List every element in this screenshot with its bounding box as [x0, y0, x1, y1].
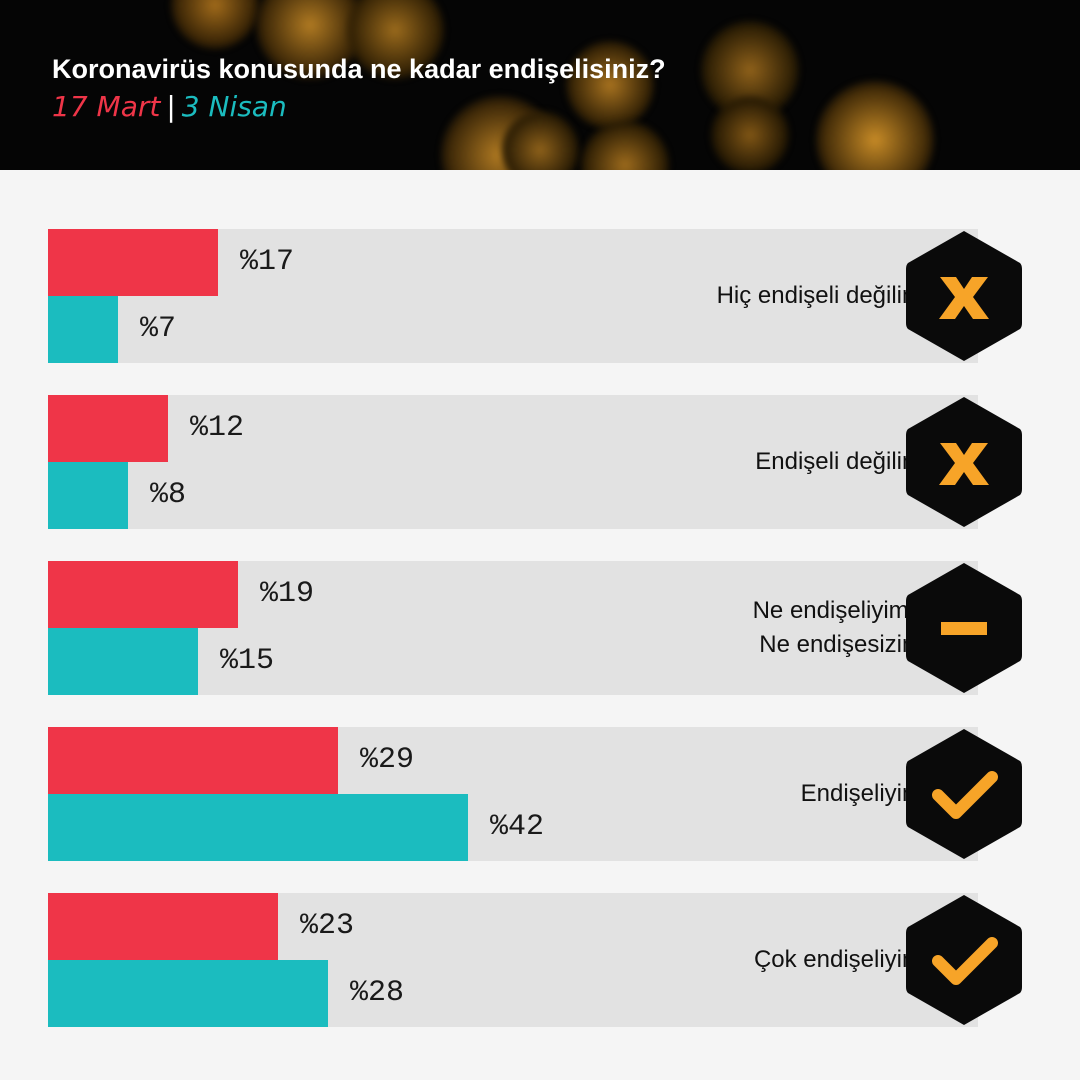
data-label-series-2: %28: [350, 976, 405, 1010]
chart-row: %12 %8 Endişeli değilim: [48, 395, 1048, 529]
legend: 17 Mart | 3 Nisan: [52, 90, 287, 123]
data-label-series-2: %42: [490, 810, 545, 844]
chart-row: %23 %28 Çok endişeliyim: [48, 893, 1048, 1027]
category-label: Çok endişeliyim: [502, 893, 922, 1027]
legend-series-1: 17 Mart: [52, 90, 161, 123]
bar-series-2: [48, 960, 328, 1027]
bar-series-2: [48, 794, 468, 861]
chart-row: %19 %15 Ne endişeliyim / Ne endişesizim: [48, 561, 1048, 695]
hexagon-badge: [906, 231, 1022, 361]
bar-series-2: [48, 296, 118, 363]
data-label-series-1: %29: [360, 743, 415, 777]
x-icon: [939, 443, 989, 485]
category-label-text: Çok endişeliyim: [753, 946, 922, 973]
data-label-series-1: %12: [190, 411, 245, 445]
hexagon-shape: [906, 895, 1022, 1025]
hexagon-shape: [906, 729, 1022, 859]
data-label-series-2: %7: [140, 312, 177, 346]
bar-series-1: [48, 893, 278, 960]
hexagon-badge: [906, 895, 1022, 1025]
hexagon-badge: [906, 729, 1022, 859]
data-label-series-2: %15: [220, 644, 275, 678]
data-label-series-1: %19: [260, 577, 315, 611]
data-label-series-2: %8: [150, 478, 187, 512]
category-label-text: Endişeliyim: [800, 780, 922, 807]
chart-row: %29 %42 Endişeliyim: [48, 727, 1048, 861]
category-label: Hiç endişeli değilim: [502, 229, 922, 363]
minus-icon: [941, 622, 987, 635]
chart-row: %17 %7 Hiç endişeli değilim: [48, 229, 1048, 363]
category-label: Ne endişeliyim / Ne endişesizim: [502, 561, 922, 695]
bar-track: [48, 395, 978, 529]
bar-series-2: [48, 628, 198, 695]
check-icon: [932, 771, 998, 819]
category-label: Endişeli değilim: [502, 395, 922, 529]
category-label-text: Hiç endişeli değilim: [716, 282, 922, 309]
legend-series-2: 3 Nisan: [181, 90, 287, 123]
bar-series-1: [48, 727, 338, 794]
bar-series-1: [48, 561, 238, 628]
legend-separator: |: [166, 90, 176, 123]
x-icon: [939, 277, 989, 319]
hexagon-badge: [906, 563, 1022, 693]
data-label-series-1: %17: [240, 245, 295, 279]
chart-title: Koronavirüs konusunda ne kadar endişelis…: [52, 54, 666, 84]
bar-series-2: [48, 462, 128, 529]
category-label: Endişeliyim: [502, 727, 922, 861]
hexagon-badge: [906, 397, 1022, 527]
category-label-text: Endişeli değilim: [755, 448, 922, 475]
data-label-series-1: %23: [300, 909, 355, 943]
check-icon: [932, 937, 998, 985]
category-label-text: Ne endişeliyim / Ne endişesizim: [752, 597, 922, 658]
bar-series-1: [48, 229, 218, 296]
bar-series-1: [48, 395, 168, 462]
header-banner: Koronavirüs konusunda ne kadar endişelis…: [0, 0, 1080, 170]
